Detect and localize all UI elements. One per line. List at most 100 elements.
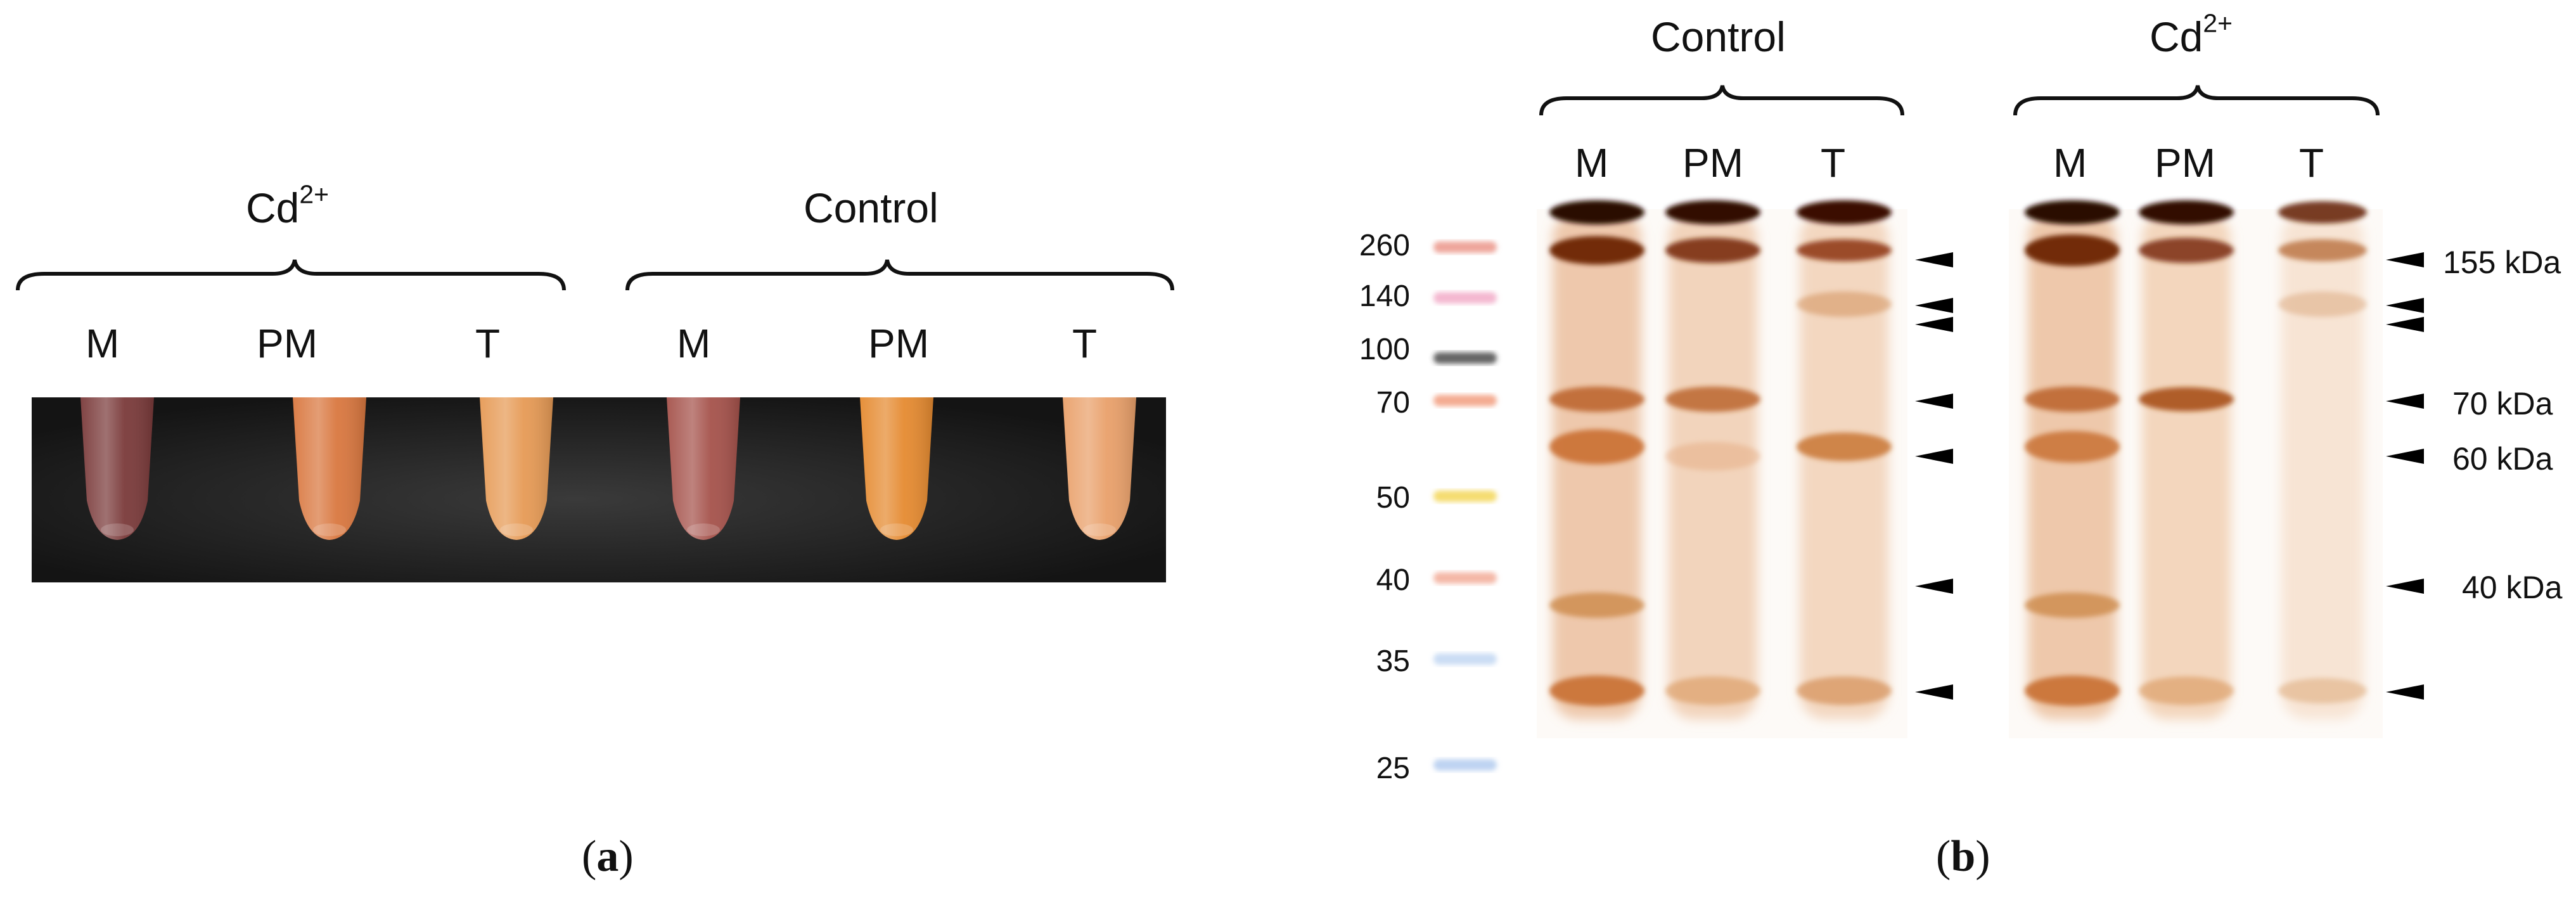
- gel-lane-smear: [2028, 212, 2117, 719]
- band-label-60-kda: 60 kDa: [2452, 441, 2553, 477]
- band-arrow-cd: [2386, 317, 2424, 332]
- tube-photo-background: [32, 397, 1166, 582]
- ladder-marker-140: [1433, 292, 1497, 304]
- gel-lane-cd-m: [2025, 200, 2120, 719]
- gel-band: [2139, 238, 2234, 263]
- gel-band: [2025, 676, 2120, 706]
- tube-cd-m: [80, 397, 154, 540]
- gel-band: [2025, 387, 2120, 412]
- gel-lane-control-pm: [1665, 200, 1760, 719]
- band-arrow-cd: [2386, 394, 2424, 409]
- gel-lane-smear: [2142, 212, 2231, 719]
- panel-b-lane-control-t: T: [1821, 140, 1846, 186]
- tube-highlight: [480, 397, 553, 540]
- tube-cd-t: [480, 397, 553, 540]
- panel-b-brace-control: [1539, 85, 1904, 116]
- gel-band: [1665, 442, 1760, 471]
- panel-a-lane-control-pm: PM: [868, 321, 929, 366]
- gel-band: [1797, 432, 1892, 461]
- gel-band: [1549, 236, 1644, 265]
- tube-tip-reflection: [880, 523, 913, 536]
- band-arrow-cd: [2386, 449, 2424, 464]
- panel-a-lane-cd-m: M: [86, 321, 120, 366]
- band-arrow-control: [1915, 684, 1953, 700]
- band-arrow-control: [1915, 252, 1953, 267]
- marker-size-100: 100: [1359, 333, 1410, 366]
- gel-band: [2278, 292, 2367, 317]
- panel-a-group-control: Control: [804, 184, 939, 231]
- band-arrow-control: [1915, 449, 1953, 464]
- gel-band: [2025, 234, 2120, 266]
- gel-band: [2025, 200, 2120, 224]
- gel-lane-smear: [1553, 212, 1641, 719]
- marker-size-35: 35: [1376, 645, 1410, 678]
- band-label-155-kda: 155 kDa: [2443, 245, 2561, 280]
- gel-band: [2025, 431, 2120, 463]
- marker-size-25: 25: [1376, 752, 1410, 785]
- gel-lane-control-t: [1797, 200, 1892, 719]
- ladder-marker-70: [1433, 395, 1497, 406]
- gel-lane-smear: [1800, 212, 1888, 719]
- gel-band: [1665, 676, 1760, 705]
- panel-b-label: (b): [1936, 832, 1990, 881]
- panel-b-brace-cd: [2013, 85, 2380, 116]
- gel-band: [2139, 676, 2234, 705]
- ladder-marker-25: [1433, 759, 1497, 771]
- panel-b-lane-cd-t: T: [2299, 140, 2324, 186]
- gel-band: [1549, 676, 1644, 706]
- panel-b-lane-cd-pm: PM: [2155, 140, 2215, 186]
- tube-highlight: [293, 397, 366, 540]
- panel-a-label: (a): [582, 832, 634, 881]
- band-arrow-cd: [2386, 252, 2424, 267]
- gel-band: [2278, 239, 2367, 262]
- marker-size-260: 260: [1359, 229, 1410, 262]
- band-arrow-cd: [2386, 298, 2424, 313]
- gel-band: [2139, 387, 2234, 411]
- gel-band: [1665, 387, 1760, 412]
- panel-a-brace-cd: [16, 259, 566, 291]
- marker-size-140: 140: [1359, 279, 1410, 313]
- band-arrow-cd: [2386, 684, 2424, 700]
- tube-control-pm: [860, 397, 933, 540]
- gel-band: [2025, 593, 2120, 618]
- gel-lane-cd-t: [2278, 201, 2367, 719]
- marker-size-40: 40: [1376, 563, 1410, 597]
- gel-band: [1797, 292, 1892, 317]
- ladder-marker-35: [1433, 653, 1497, 665]
- tube-highlight: [1063, 397, 1136, 540]
- tube-highlight: [860, 397, 933, 540]
- gel-lane-smear: [2281, 212, 2364, 719]
- panel-b-group-cd: Cd2+: [2150, 8, 2233, 60]
- ladder-marker-40: [1433, 572, 1497, 584]
- band-arrow-control: [1915, 394, 1953, 409]
- band-arrow-control: [1915, 579, 1953, 594]
- panel-b-lane-cd-m: M: [2053, 140, 2087, 186]
- band-label-70-kda: 70 kDa: [2452, 386, 2553, 421]
- tube-tip-reflection: [500, 523, 533, 536]
- gel-band: [2278, 201, 2367, 224]
- gel-band: [1549, 387, 1644, 412]
- panel-a-brace-control: [625, 259, 1174, 291]
- ladder-marker-50: [1433, 491, 1497, 502]
- tube-tip-reflection: [687, 523, 720, 536]
- band-label-40-kda: 40 kDa: [2462, 570, 2563, 605]
- panel-a-lane-cd-t: T: [475, 321, 501, 366]
- gel-band: [1549, 593, 1644, 618]
- gel-band: [1549, 200, 1644, 224]
- tube-highlight: [80, 397, 154, 540]
- gel-band: [1549, 429, 1644, 465]
- ladder-marker-100: [1433, 352, 1497, 364]
- band-arrow-control: [1915, 317, 1953, 332]
- gel-lane-control-m: [1549, 200, 1644, 719]
- gel-band: [2278, 678, 2367, 703]
- gel-band: [1797, 239, 1892, 262]
- panel-b-group-control: Control: [1651, 13, 1786, 60]
- gel-band: [1797, 200, 1892, 224]
- marker-size-50: 50: [1376, 481, 1410, 515]
- tube-tip-reflection: [1083, 523, 1116, 536]
- tube-cd-pm: [293, 397, 366, 540]
- tube-control-t: [1063, 397, 1136, 540]
